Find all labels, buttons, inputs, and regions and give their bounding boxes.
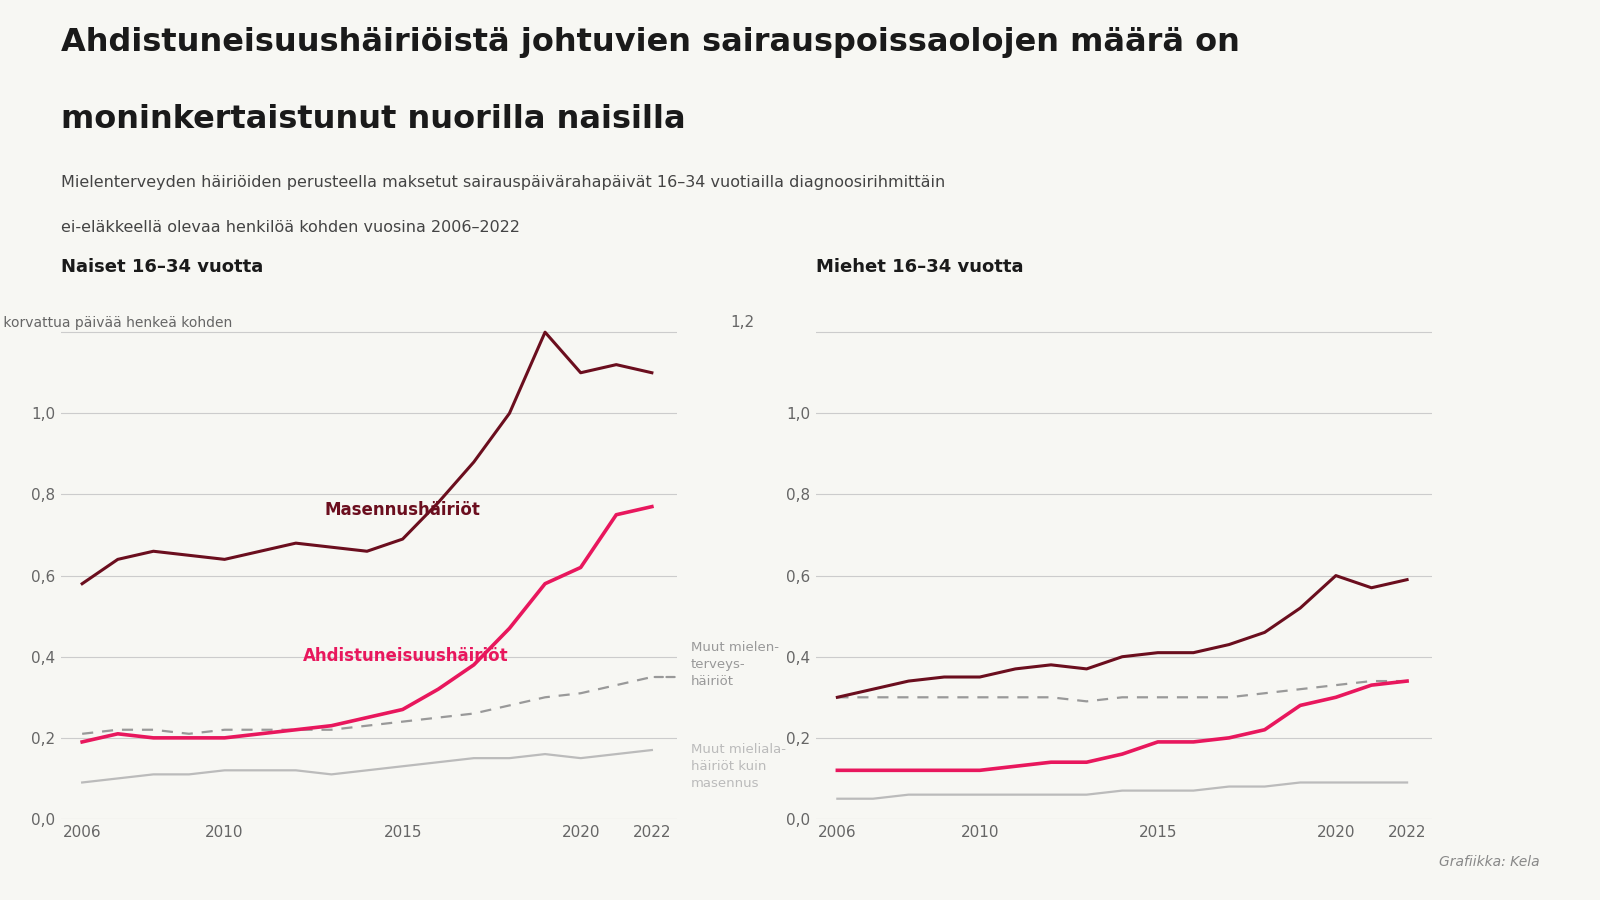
Text: Naiset 16–34 vuotta: Naiset 16–34 vuotta [61, 258, 262, 276]
Text: Miehet 16–34 vuotta: Miehet 16–34 vuotta [816, 258, 1024, 276]
Text: korvattua päivää henkeä kohden: korvattua päivää henkeä kohden [0, 316, 232, 330]
Text: 1,2: 1,2 [730, 315, 755, 330]
Text: Ahdistuneisuushäiriöt: Ahdistuneisuushäiriöt [302, 647, 509, 665]
Text: Muut mielen-
terveys-
häiriöt: Muut mielen- terveys- häiriöt [691, 642, 779, 688]
Text: ei-eläkkeellä olevaa henkilöä kohden vuosina 2006–2022: ei-eläkkeellä olevaa henkilöä kohden vuo… [61, 220, 520, 236]
Text: Mielenterveyden häiriöiden perusteella maksetut sairauspäivärahapäivät 16–34 vuo: Mielenterveyden häiriöiden perusteella m… [61, 176, 946, 191]
Text: Masennushäiriöt: Masennushäiriöt [325, 500, 480, 518]
Text: Ahdistuneisuushäiriöistä johtuvien sairauspoissaolojen määrä on: Ahdistuneisuushäiriöistä johtuvien saira… [61, 27, 1240, 58]
Text: Grafiikka: Kela: Grafiikka: Kela [1438, 854, 1539, 868]
Text: Muut mieliala-
häiriöt kuin
masennus: Muut mieliala- häiriöt kuin masennus [691, 742, 786, 790]
Text: moninkertaistunut nuorilla naisilla: moninkertaistunut nuorilla naisilla [61, 104, 685, 134]
